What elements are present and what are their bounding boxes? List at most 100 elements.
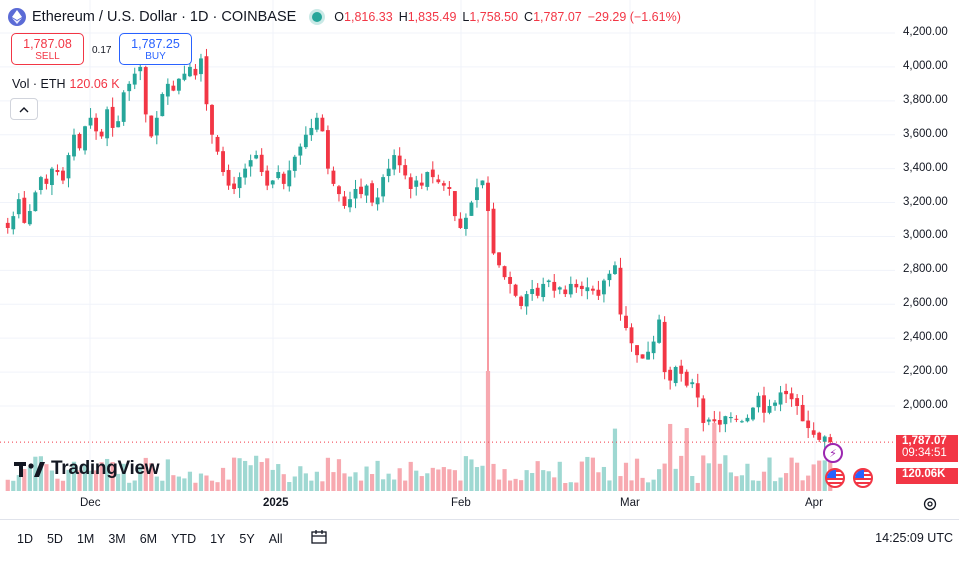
- candle-body: [756, 395, 761, 408]
- candle-body: [717, 419, 722, 425]
- volume-bar: [723, 455, 728, 491]
- candle-body: [646, 351, 651, 360]
- time-axis-label: Dec: [80, 497, 101, 509]
- volume-bar: [806, 475, 811, 491]
- candle-body: [662, 321, 667, 373]
- timeframe-1d-button[interactable]: 1D: [17, 532, 33, 546]
- candle-body: [778, 392, 783, 405]
- volume-bar: [596, 472, 601, 491]
- sell-button[interactable]: 1,787.08 SELL: [11, 33, 84, 65]
- candle-body: [221, 151, 225, 173]
- candle-body: [337, 186, 341, 195]
- timeframe-1y-button[interactable]: 1Y: [210, 532, 226, 546]
- volume-bar: [507, 480, 513, 491]
- timeframe-6m-button[interactable]: 6M: [139, 532, 158, 546]
- price-axis[interactable]: 4,200.00 4,000.00 3,800.00 3,600.00 3,400.00…: [895, 0, 959, 491]
- volume-bar: [535, 461, 540, 491]
- volume-bar: [331, 472, 336, 491]
- candle-body: [673, 367, 678, 384]
- volume-bar: [745, 463, 750, 491]
- candle-body: [579, 285, 584, 290]
- chart-area[interactable]: [0, 0, 895, 491]
- candle-body: [143, 67, 148, 115]
- volume-bar: [386, 473, 391, 491]
- candle-body: [121, 92, 126, 122]
- timeframe-1m-button[interactable]: 1M: [76, 532, 95, 546]
- lightning-icon[interactable]: ⚡: [823, 443, 843, 463]
- volume-bar: [778, 477, 783, 491]
- volume-bar: [585, 456, 590, 491]
- timeframe-all-button[interactable]: All: [268, 532, 283, 546]
- volume-bar: [491, 463, 496, 491]
- candlestick-chart[interactable]: [0, 0, 895, 491]
- timeframe-3m-button[interactable]: 3M: [108, 532, 126, 546]
- volume-bar: [99, 462, 104, 491]
- clock-display[interactable]: 14:25:09 UTC: [875, 531, 953, 545]
- market-status-icon[interactable]: [312, 12, 323, 22]
- high-value: 1,835.49: [407, 10, 457, 24]
- volume-bar: [822, 460, 827, 491]
- timeframe-ytd-button[interactable]: YTD: [171, 532, 197, 546]
- timeframe-5y-button[interactable]: 5Y: [239, 532, 255, 546]
- candle-body: [325, 130, 330, 169]
- candle-body: [568, 283, 573, 295]
- candle-body: [22, 197, 27, 223]
- candle-body: [767, 406, 772, 413]
- gear-icon[interactable]: [920, 494, 940, 514]
- volume-bar: [403, 480, 408, 491]
- us-flag-icon[interactable]: [853, 468, 873, 488]
- volume-bar: [303, 473, 308, 491]
- volume-bar: [783, 473, 789, 491]
- candle-body: [728, 417, 733, 419]
- volume-bar: [496, 479, 502, 491]
- volume-legend[interactable]: Vol · ETH 120.06 K: [12, 77, 120, 91]
- candle-body: [110, 106, 115, 128]
- candle-body: [811, 430, 816, 435]
- candle-body: [55, 169, 60, 173]
- candle-body: [392, 155, 397, 170]
- time-axis-label: Mar: [620, 497, 640, 509]
- price-axis-label: 3,200.00: [903, 195, 948, 208]
- volume-bar: [347, 476, 353, 491]
- volume-bar: [701, 455, 706, 491]
- candle-body: [546, 280, 551, 283]
- timeframe-5d-button[interactable]: 5D: [46, 532, 63, 546]
- ethereum-icon[interactable]: [8, 8, 26, 26]
- volume-bar: [557, 461, 562, 491]
- collapse-legend-button[interactable]: [10, 98, 38, 120]
- change-value: −29.29 (−1.61%): [587, 10, 681, 24]
- compare-icon[interactable]: [310, 528, 330, 551]
- volume-legend-label: Vol · ETH: [12, 77, 66, 91]
- volume-bar: [165, 459, 170, 491]
- symbol-title[interactable]: Ethereum / U.S. Dollar · 1D · COINBASE: [32, 9, 297, 25]
- candle-body: [745, 417, 750, 422]
- bar-countdown: 09:34:51: [902, 447, 947, 459]
- volume-bar: [121, 463, 126, 491]
- volume-bar: [209, 480, 215, 491]
- candle-body: [789, 393, 794, 400]
- candle-body: [370, 183, 375, 203]
- candle-body: [232, 183, 237, 189]
- candle-body: [739, 421, 744, 423]
- us-flag-icon[interactable]: [825, 468, 845, 488]
- buy-button[interactable]: 1,787.25 BUY: [119, 33, 192, 65]
- candle-body: [375, 197, 380, 205]
- candle-body: [154, 117, 159, 136]
- candle-body: [66, 155, 71, 179]
- volume-bar: [817, 460, 822, 491]
- candle-body: [199, 58, 203, 75]
- volume-bar: [519, 480, 524, 491]
- tradingview-logo[interactable]: TradingView: [14, 458, 160, 480]
- candle-body: [762, 395, 766, 413]
- volume-bar: [110, 462, 115, 491]
- candle-body: [486, 182, 490, 212]
- volume-bar: [320, 481, 325, 491]
- volume-bar: [154, 476, 159, 491]
- candle-body: [105, 109, 110, 139]
- volume-bar: [436, 469, 441, 491]
- candle-body: [784, 390, 789, 395]
- price-axis-label: 4,200.00: [903, 26, 948, 38]
- volume-bar: [358, 480, 364, 491]
- price-axis-label: 2,600.00: [903, 297, 948, 310]
- candle-body: [679, 365, 684, 374]
